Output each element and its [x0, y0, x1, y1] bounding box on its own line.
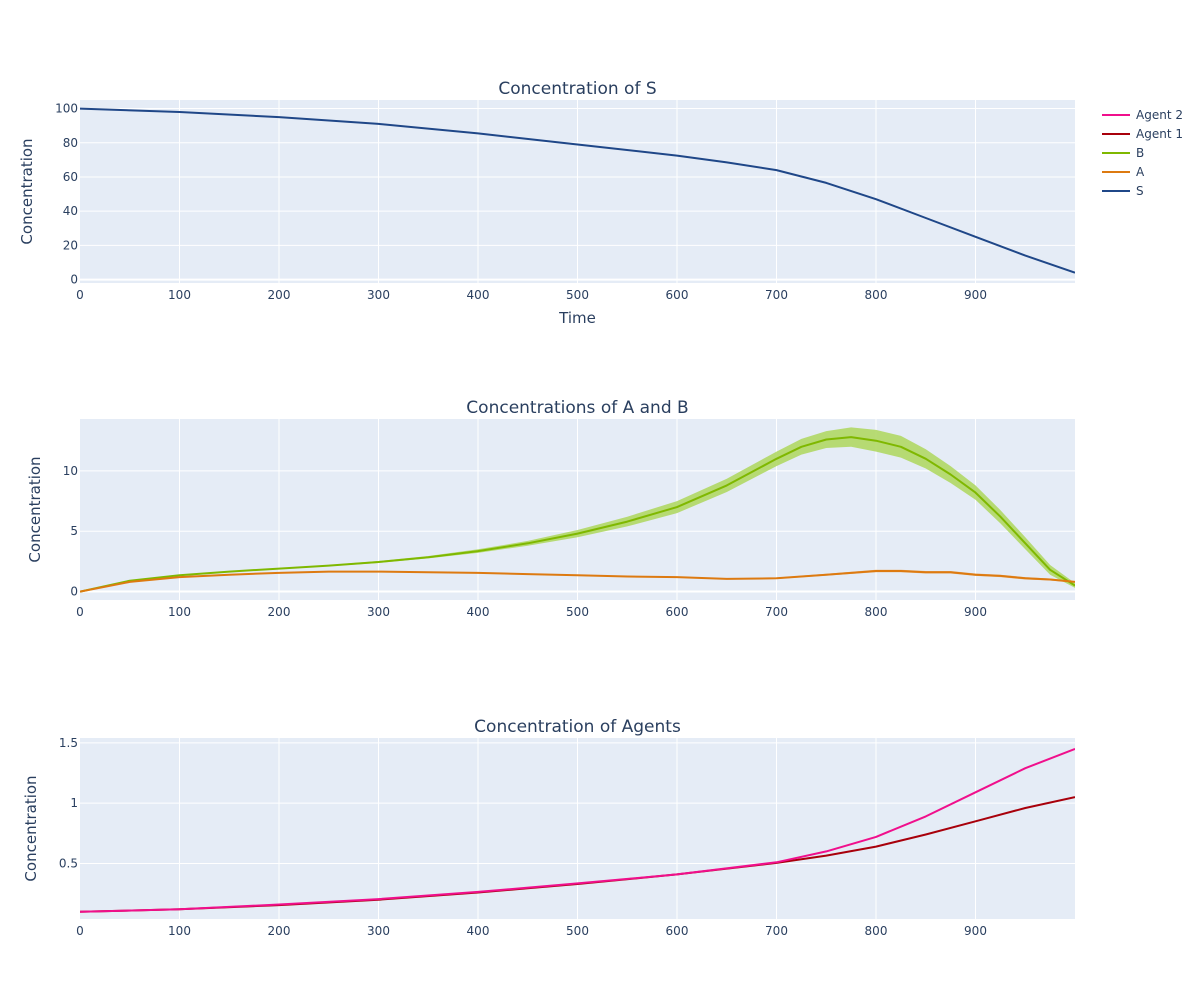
- x-tick-label: 600: [666, 288, 689, 302]
- x-tick-label: 800: [865, 924, 888, 938]
- y-tick-label: 0: [70, 585, 78, 599]
- legend-item-agent-1: Agent 1: [1102, 127, 1183, 141]
- legend-label: Agent 2: [1136, 108, 1183, 122]
- x-tick-label: 800: [865, 288, 888, 302]
- x-tick-label: 100: [168, 924, 191, 938]
- y-axis-title: Concentration: [22, 775, 40, 881]
- x-tick-label: 600: [666, 924, 689, 938]
- x-tick-label: 300: [367, 288, 390, 302]
- x-axis-title: Time: [558, 309, 596, 327]
- x-tick-label: 500: [566, 605, 589, 619]
- x-tick-label: 0: [76, 288, 84, 302]
- x-tick-label: 400: [467, 288, 490, 302]
- y-tick-label: 80: [63, 136, 78, 150]
- x-tick-label: 900: [964, 605, 987, 619]
- x-tick-label: 700: [765, 288, 788, 302]
- x-tick-label: 400: [467, 924, 490, 938]
- legend-item-s: S: [1102, 184, 1144, 198]
- x-tick-label: 300: [367, 605, 390, 619]
- legend-label: B: [1136, 146, 1144, 160]
- legend-label: S: [1136, 184, 1144, 198]
- x-tick-label: 700: [765, 605, 788, 619]
- y-axis-title: Concentration: [26, 456, 44, 562]
- subplot-2: 0 100 200 300 400 500 600 700 800 900 0 5 10 Concentr…: [26, 398, 1075, 619]
- x-tick-label: 100: [168, 605, 191, 619]
- subplot-1: 0 100 200 300 400 500 600 700 800 900 0 20 40 60 80 100…: [18, 79, 1075, 327]
- chart-title: Concentrations of A and B: [466, 398, 688, 418]
- subplot-3: 0 100 200 300 400 500 600 700 800 900 0.5 1 1.5 Conce…: [22, 717, 1075, 938]
- series-line-a: [80, 570, 1075, 593]
- x-tick-label: 100: [168, 288, 191, 302]
- series-line-agent-2: [80, 747, 1075, 913]
- y-tick-label: 100: [55, 102, 78, 116]
- series-line-b: [80, 436, 1075, 593]
- legend-item-agent-2: Agent 2: [1102, 108, 1183, 122]
- x-tick-label: 0: [76, 605, 84, 619]
- y-tick-label: 1: [70, 796, 78, 810]
- legend-label: A: [1136, 165, 1145, 179]
- x-tick-label: 500: [566, 288, 589, 302]
- chart-title: Concentration of S: [498, 79, 656, 99]
- x-tick-label: 200: [268, 605, 291, 619]
- y-tick-label: 20: [63, 238, 78, 252]
- x-tick-label: 200: [268, 288, 291, 302]
- plot-content: [80, 427, 1075, 593]
- y-tick-label: 10: [63, 464, 78, 478]
- y-tick-label: 5: [70, 524, 78, 538]
- y-tick-label: 1.5: [59, 736, 78, 750]
- x-tick-label: 700: [765, 924, 788, 938]
- legend: Agent 2 Agent 1 BAS: [1102, 108, 1183, 198]
- x-tick-label: 200: [268, 924, 291, 938]
- plot-content: [80, 747, 1075, 913]
- x-tick-label: 900: [964, 288, 987, 302]
- x-tick-label: 600: [666, 605, 689, 619]
- y-tick-label: 0.5: [59, 856, 78, 870]
- plot-content: [80, 107, 1075, 274]
- y-tick-label: 40: [63, 204, 78, 218]
- x-tick-label: 0: [76, 924, 84, 938]
- y-axis-title: Concentration: [18, 138, 36, 244]
- legend-item-b: B: [1102, 146, 1144, 160]
- y-tick-label: 60: [63, 170, 78, 184]
- chart-title: Concentration of Agents: [474, 717, 681, 737]
- x-tick-label: 300: [367, 924, 390, 938]
- x-tick-label: 500: [566, 924, 589, 938]
- x-tick-label: 400: [467, 605, 490, 619]
- legend-label: Agent 1: [1136, 127, 1183, 141]
- x-tick-label: 800: [865, 605, 888, 619]
- x-tick-label: 900: [964, 924, 987, 938]
- y-tick-label: 0: [70, 273, 78, 287]
- legend-item-a: A: [1102, 165, 1145, 179]
- series-line-s: [80, 107, 1075, 274]
